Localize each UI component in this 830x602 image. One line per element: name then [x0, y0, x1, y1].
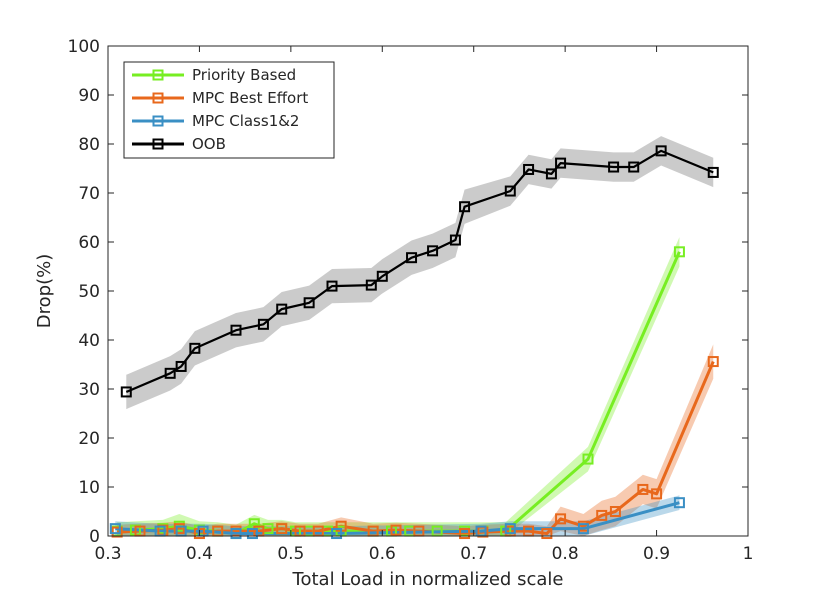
y-tick-label: 90 [78, 86, 100, 106]
oob-point [175, 360, 187, 372]
mpc-best-effort-point [390, 524, 402, 536]
x-tick-label: 0.3 [94, 544, 121, 564]
mpc-best-effort-point [707, 356, 719, 368]
oob-point [449, 234, 461, 246]
mpc-class1-2-point [331, 528, 343, 540]
oob-point [230, 324, 242, 336]
mpc-class1-2-point [673, 497, 685, 509]
oob-point [376, 270, 388, 282]
x-tick-label: 0.9 [643, 544, 670, 564]
oob-point [427, 245, 439, 257]
mpc-best-effort-point [651, 488, 663, 500]
oob-point [365, 279, 377, 291]
oob-point [276, 303, 288, 315]
mpc-class1-2-point [504, 523, 516, 535]
mpc-best-effort-point [609, 506, 621, 517]
y-tick-label: 10 [78, 478, 100, 498]
legend-label-mpc-best-effort: MPC Best Effort [192, 89, 308, 107]
mpc-best-effort-point [637, 483, 649, 495]
mpc-best-effort-point [541, 528, 553, 540]
x-tick-label: 0.4 [186, 544, 213, 564]
series-markers [109, 145, 719, 540]
x-tick-label: 0.6 [369, 544, 396, 564]
oob-point [545, 168, 557, 180]
y-tick-label: 40 [78, 331, 100, 351]
x-tick-label: 0.5 [277, 544, 304, 564]
oob-point [303, 297, 315, 309]
mpc-best-effort-point [111, 526, 123, 538]
oob-point [406, 252, 418, 264]
x-tick-label: 1 [743, 544, 754, 564]
legend-swatch-marker-mpc-best-effort [152, 92, 164, 104]
mpc-best-effort-point [555, 513, 567, 525]
legend: Priority Based MPC Best Effort MPC Class1&… [123, 61, 335, 159]
priority-based-point [673, 246, 685, 258]
axis-ticks: 0.3 0.4 0.5 0.6 0.7 0.8 0.9 1010203040506070809… [68, 37, 754, 564]
oob-point [523, 163, 535, 175]
legend-box [123, 61, 335, 159]
mpc-best-effort-point [276, 523, 288, 535]
legend-swatch-marker-priority-based [152, 69, 164, 81]
y-tick-label: 80 [78, 135, 100, 155]
oob-point [608, 161, 620, 173]
x-axis-label: Total Load in normalized scale [292, 569, 564, 590]
mpc-class1-2-point [577, 523, 589, 535]
oob-point [655, 145, 667, 157]
mpc-best-effort-point [173, 523, 185, 535]
mpc-best-effort-point [596, 509, 608, 521]
mpc-class1-2-point [230, 528, 242, 540]
oob-point [164, 367, 176, 379]
oob-line [125, 149, 714, 393]
y-tick-label: 100 [68, 37, 100, 57]
legend-label-priority-based: Priority Based [192, 66, 296, 84]
mpc-class1-2-point [109, 523, 121, 535]
oob-point [555, 157, 567, 169]
legend-label-oob: OOB [192, 135, 226, 153]
oob-point [189, 342, 201, 354]
y-axis-label: Drop(%) [34, 254, 55, 328]
y-tick-label: 60 [78, 233, 100, 253]
legend-label-mpc-class1-2: MPC Class1&2 [192, 112, 299, 130]
oob-point [459, 201, 471, 213]
oob-point [120, 386, 132, 398]
x-tick-label: 0.7 [460, 544, 487, 564]
oob-point [628, 161, 640, 173]
mpc-class1-2-band [115, 495, 680, 536]
y-tick-label: 30 [78, 380, 100, 400]
priority-based-point [582, 453, 594, 465]
oob-band [126, 136, 714, 410]
y-tick-label: 20 [78, 429, 100, 449]
y-tick-label: 70 [78, 184, 100, 204]
mpc-class1-2-point [246, 528, 258, 540]
oob-point [504, 185, 516, 197]
oob-point [707, 166, 719, 178]
mpc-best-effort-point [459, 528, 471, 540]
oob-point [257, 318, 269, 330]
legend-swatch-marker-oob [152, 138, 164, 150]
oob-point [326, 280, 338, 292]
legend-swatch-marker-mpc-class1-2 [152, 115, 164, 127]
y-tick-label: 50 [78, 282, 100, 302]
x-tick-label: 0.8 [552, 544, 579, 564]
y-tick-label: 0 [89, 527, 100, 547]
confidence-bands [115, 136, 714, 536]
